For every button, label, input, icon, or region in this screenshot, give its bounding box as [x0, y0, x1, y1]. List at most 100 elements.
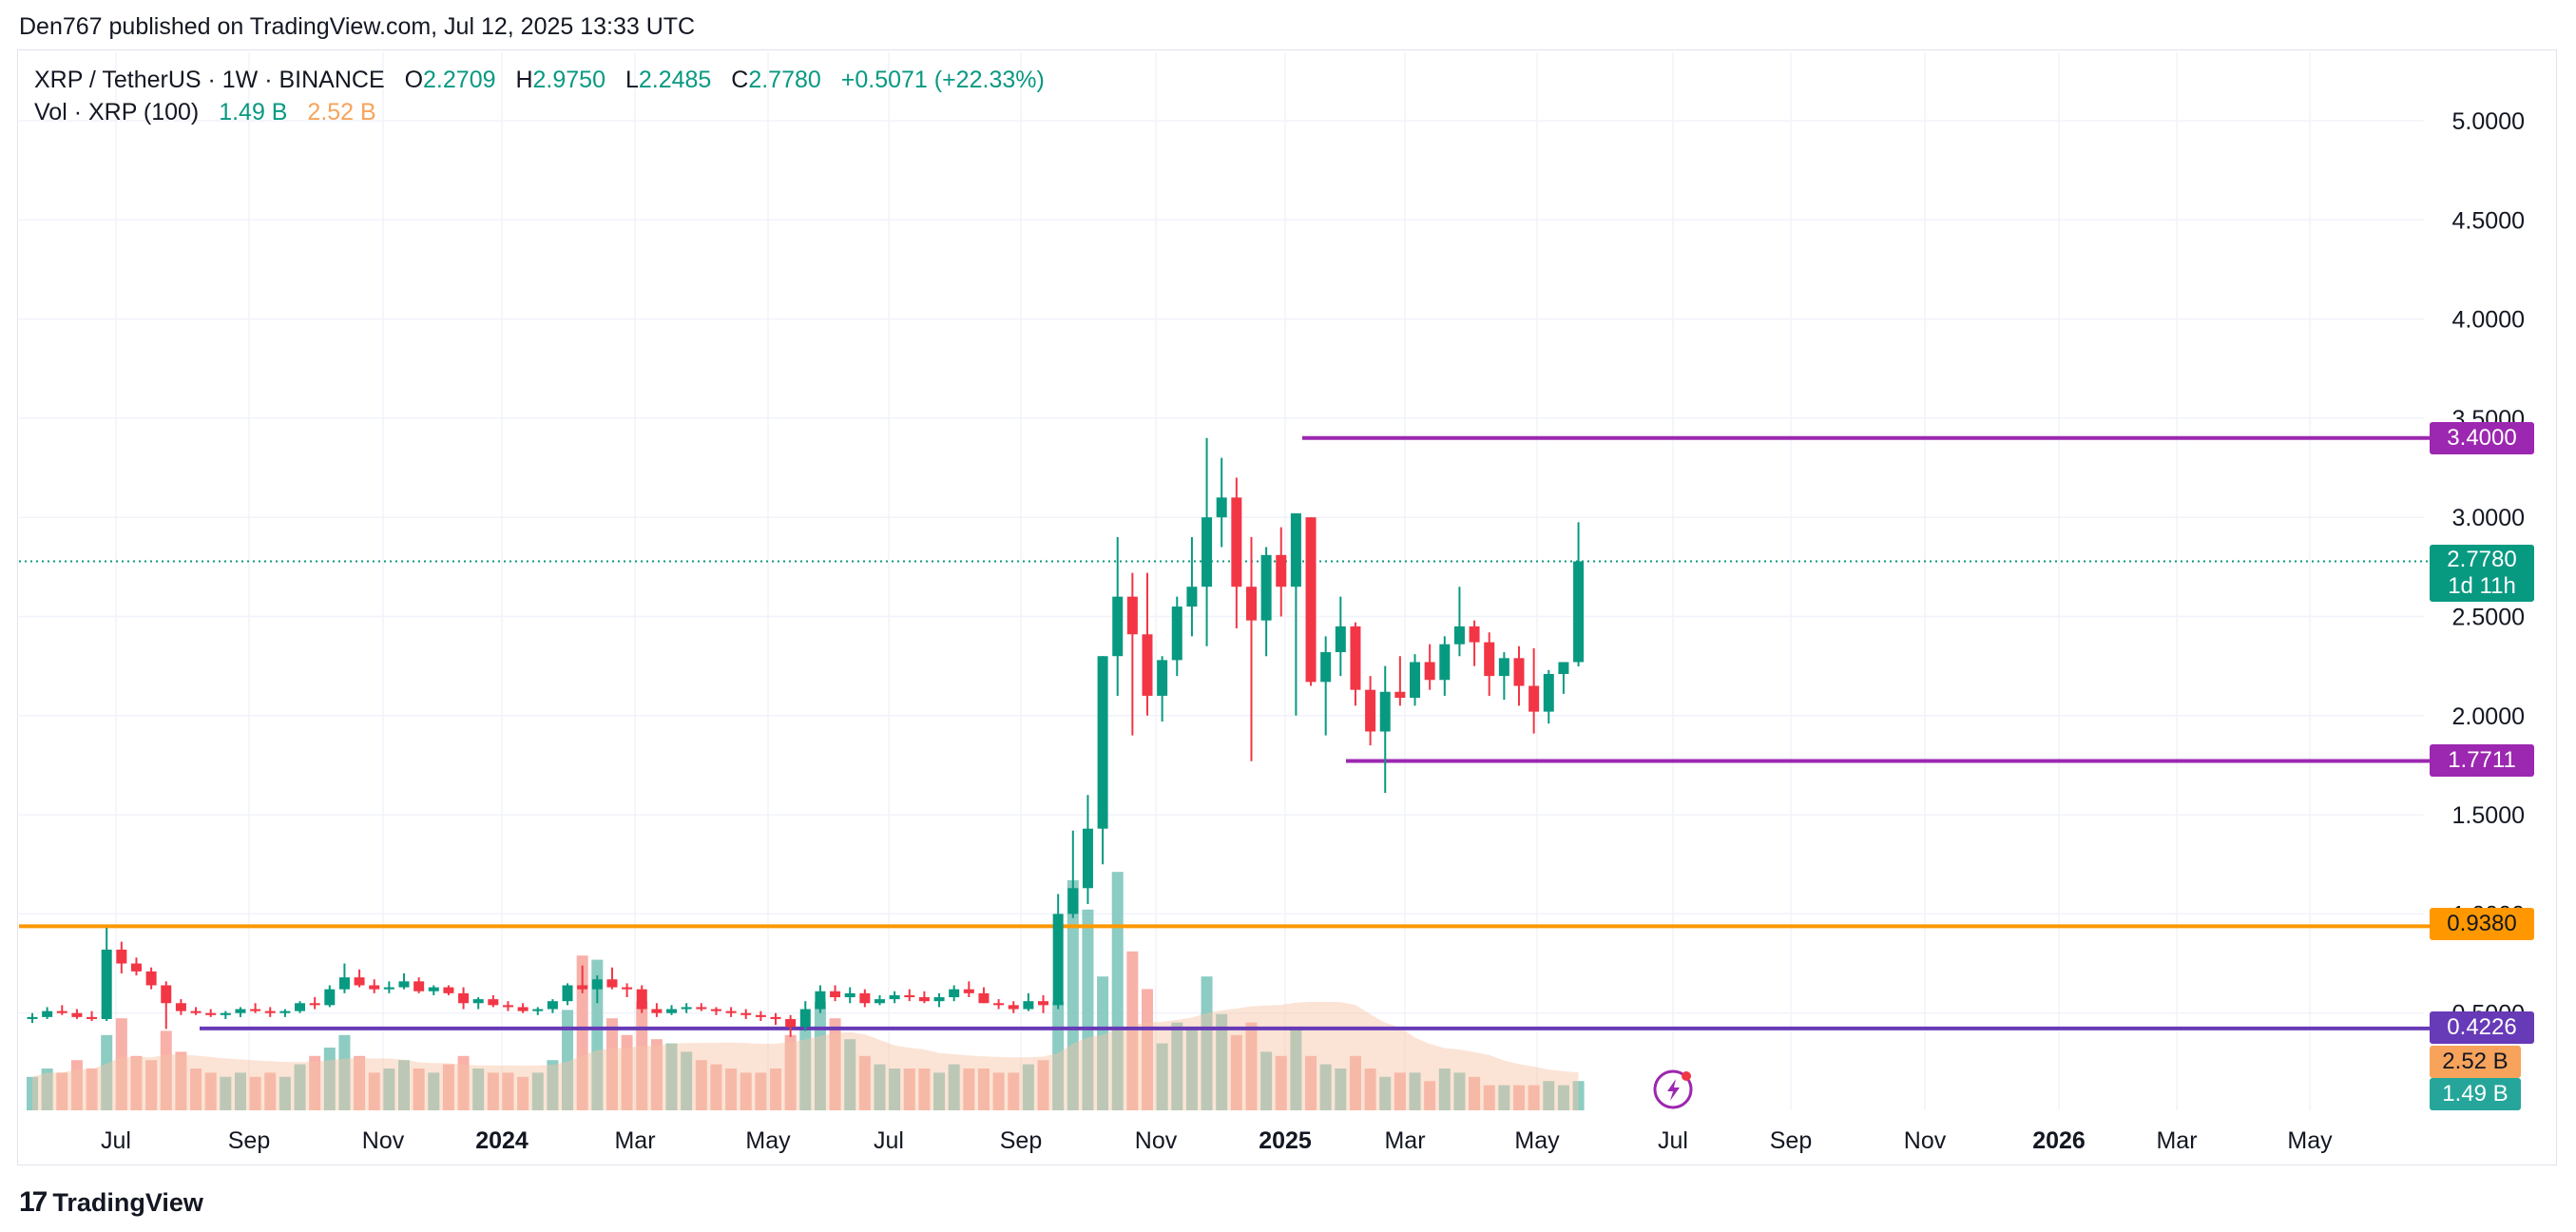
candle-body [1276, 554, 1287, 587]
candle-body [1082, 828, 1093, 889]
y-tick-label: 5.0000 [2452, 108, 2525, 135]
candle-body [1231, 497, 1242, 587]
candle-body [1186, 587, 1198, 607]
candle-body [1320, 652, 1332, 683]
volume-bar [294, 1064, 306, 1110]
candle-body [338, 977, 350, 990]
volume-bar [858, 1055, 871, 1110]
volume-bar [1453, 1072, 1466, 1110]
change-value: +0.5071 (+22.33%) [840, 67, 1045, 93]
volume-bar [145, 1060, 158, 1110]
volume-bar [234, 1072, 246, 1110]
volume-bar [1037, 1060, 1049, 1110]
candle-body [161, 985, 172, 1004]
open-value: 2.2709 [423, 67, 496, 93]
candle-body [1171, 606, 1182, 661]
tradingview-logo[interactable]: 17 TradingView [19, 1186, 203, 1219]
volume-bar [740, 1072, 752, 1110]
candle-body [1097, 656, 1108, 829]
lightning-bolt-icon [1667, 1079, 1680, 1101]
volume-bar [1260, 1051, 1273, 1110]
symbol-legend[interactable]: XRP / TetherUS · 1W · BINANCE O2.2709 H2… [34, 67, 1045, 94]
candle-body [145, 971, 157, 986]
support-price-badge: 1.7711 [2430, 744, 2534, 777]
candle-body [458, 992, 470, 1004]
candle-body [740, 1012, 752, 1015]
volume-ma-badge: 2.52 B [2430, 1046, 2521, 1078]
candle-body [799, 1009, 811, 1028]
volume-bar [1216, 1013, 1228, 1110]
logo-text: TradingView [52, 1187, 203, 1217]
candle-body [279, 1011, 291, 1013]
candle-body [472, 999, 484, 1004]
candle-body [993, 1003, 1005, 1006]
volume-bar [204, 1072, 217, 1110]
volume-bar [1230, 1034, 1242, 1110]
x-tick-label: Jul [1658, 1127, 1688, 1154]
candle-body [517, 1007, 529, 1011]
volume-bar [1290, 1027, 1302, 1110]
volume-bar [249, 1076, 261, 1110]
volume-bar [784, 1034, 797, 1110]
volume-bar [354, 1055, 366, 1110]
candle-body [933, 997, 945, 1002]
candle-body [1365, 689, 1376, 732]
volume-bar [1469, 1076, 1481, 1110]
volume-bar [710, 1064, 722, 1110]
volume-bar [398, 1060, 410, 1110]
candle-body [1469, 626, 1480, 643]
candle-body [949, 989, 960, 998]
candle-body [130, 963, 142, 972]
low-value: 2.2485 [638, 67, 712, 93]
x-tick-label: Sep [1000, 1127, 1042, 1154]
volume-bar [1082, 909, 1094, 1110]
candle-body [1023, 1001, 1034, 1010]
candle-body [770, 1016, 781, 1019]
candle-body [1424, 662, 1435, 681]
candle-body [1498, 658, 1509, 677]
chart-frame[interactable] [17, 49, 2557, 1165]
candle-body [859, 992, 871, 1004]
candle-body [502, 1005, 513, 1008]
volume-bar [41, 1068, 53, 1110]
volume-bar [903, 1068, 915, 1110]
candle-body [1008, 1005, 1019, 1010]
volume-bar [695, 1060, 707, 1110]
candle-body [428, 987, 439, 991]
volume-bar [1379, 1076, 1392, 1110]
symbol-title: XRP / TetherUS · 1W · BINANCE [34, 67, 385, 93]
close-value: 2.7780 [748, 67, 821, 93]
y-tick-label: 2.5000 [2452, 605, 2525, 631]
volume-legend[interactable]: Vol · XRP (100) 1.49 B 2.52 B [34, 99, 376, 126]
volume-bar [1201, 976, 1213, 1110]
candle-body [1439, 644, 1451, 681]
candle-body [87, 1016, 98, 1019]
candle-body [1305, 517, 1317, 683]
volume-bar [665, 1043, 678, 1110]
candle-body [116, 949, 127, 964]
x-tick-label: Jul [101, 1127, 131, 1154]
volume-bar [472, 1068, 485, 1110]
volume-bar [963, 1068, 975, 1110]
candle-body [205, 1012, 217, 1015]
x-tick-label: Sep [1770, 1127, 1812, 1154]
x-tick-label: May [1514, 1127, 1560, 1154]
candle-body [1067, 888, 1079, 914]
volume-bar [889, 1068, 901, 1110]
candle-body [1038, 1001, 1049, 1006]
volume-bar [948, 1064, 960, 1110]
volume-bar [309, 1055, 321, 1110]
volume-bar [115, 1018, 127, 1110]
volume-bar [1394, 1072, 1406, 1110]
current-price-badge: 2.7780 1d 11h [2430, 545, 2534, 602]
candle-body [710, 1009, 721, 1011]
grid-lines [19, 52, 2424, 1110]
x-tick-label: Jul [874, 1127, 904, 1154]
candle-body [1157, 660, 1168, 696]
candle-body [725, 1011, 737, 1013]
volume-bar [606, 1018, 618, 1110]
candle-body [383, 987, 394, 990]
candle-body [1394, 691, 1406, 699]
volume-bar [1483, 1085, 1495, 1110]
